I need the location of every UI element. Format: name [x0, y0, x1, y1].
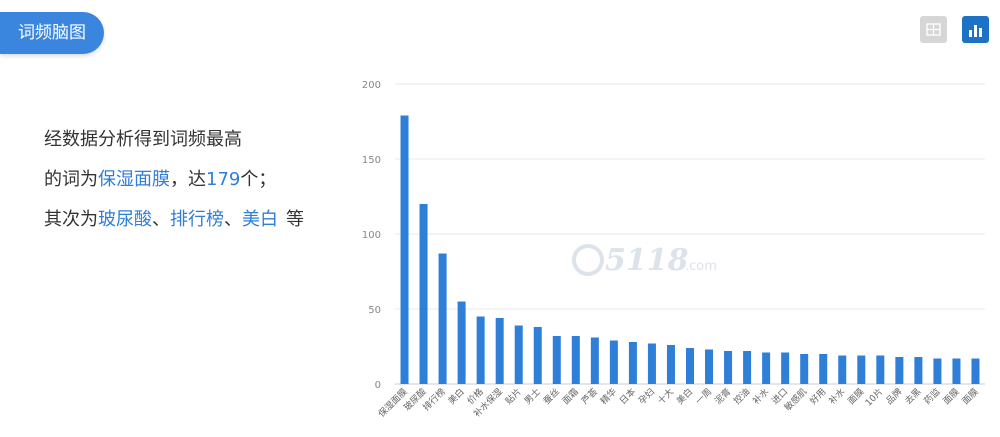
bar [533, 327, 542, 384]
bar [914, 357, 923, 384]
bar [419, 204, 428, 384]
x-tick-label: 贴片 [503, 386, 524, 407]
x-tick-label: 10片 [862, 386, 885, 409]
x-tick-label: 药监 [921, 386, 942, 407]
bar [647, 343, 656, 384]
table-view-icon [926, 23, 941, 36]
watermark-suffix: .com [685, 259, 717, 274]
y-tick-label: 100 [362, 230, 381, 241]
summary-line-1: 经数据分析得到词频最高 [44, 129, 242, 150]
bar [800, 354, 809, 384]
x-tick-label: 控油 [731, 386, 752, 407]
bar [705, 349, 714, 384]
x-tick-label: 日本 [617, 386, 638, 407]
bar [666, 345, 675, 384]
x-tick-label: 男士 [522, 386, 543, 407]
bar [762, 352, 771, 384]
y-tick-label: 0 [375, 380, 381, 391]
x-tick-label: 芦荟 [579, 386, 600, 407]
separator: 、 [224, 209, 242, 230]
bar [495, 318, 504, 384]
second-word-1: 玻尿酸 [98, 209, 152, 230]
x-tick-label: 精华 [598, 386, 619, 407]
bar [724, 351, 733, 384]
x-tick-label: 蚕丝 [541, 386, 562, 407]
bar [476, 316, 485, 384]
bar [781, 352, 790, 384]
x-tick-label: 好用 [807, 386, 828, 407]
bar [857, 355, 866, 384]
top-word: 保湿面膜 [98, 169, 170, 190]
x-tick-label: 面膜 [960, 386, 981, 407]
chart-view-button[interactable] [962, 16, 989, 43]
bar [743, 351, 752, 384]
bar [686, 348, 694, 384]
x-tick-label: 面霜 [560, 386, 581, 407]
bar [571, 336, 580, 384]
summary-prefix-2: 其次为 [44, 209, 98, 230]
x-tick-label: 孕妇 [636, 386, 657, 407]
bar [628, 342, 637, 384]
y-tick-label: 200 [362, 80, 381, 91]
x-tick-label: 泥膏 [712, 386, 733, 407]
summary-mid: ，达 [170, 169, 206, 190]
bar [819, 354, 828, 384]
bar [838, 355, 847, 384]
x-tick-label: 去黑 [902, 386, 923, 407]
bar [457, 301, 466, 384]
x-tick-label: 补水 [826, 386, 847, 407]
bar [933, 358, 942, 384]
separator: 、 [152, 209, 170, 230]
summary-prefix: 的词为 [44, 169, 98, 190]
bar [876, 355, 885, 384]
top-count: 179 [206, 169, 241, 190]
bar [552, 336, 561, 384]
bar [400, 115, 409, 384]
x-tick-label: 补水 [750, 386, 771, 407]
summary-line-2: 的词为保湿面膜，达179个； [44, 160, 344, 200]
bar [971, 358, 980, 384]
bar-chart-icon [969, 24, 982, 37]
summary-text: 经数据分析得到词频最高 的词为保湿面膜，达179个； 其次为玻尿酸、排行榜、美白… [44, 120, 344, 240]
summary-suffix: 个； [240, 169, 277, 190]
bar [952, 358, 961, 384]
x-tick-label: 面膜 [846, 386, 867, 407]
x-tick-label: 面膜 [941, 386, 962, 407]
page-title: 词频脑图 [0, 12, 104, 54]
table-view-button[interactable] [920, 16, 947, 43]
x-tick-label: 一周 [694, 386, 715, 407]
x-tick-label: 十大 [655, 386, 676, 407]
y-tick-label: 50 [368, 305, 381, 316]
y-tick-label: 150 [362, 155, 381, 166]
watermark-text: 5118 [605, 243, 689, 278]
bar [609, 340, 618, 384]
bar [590, 337, 599, 384]
x-tick-label: 品牌 [883, 386, 904, 407]
second-word-3: 美白 [242, 209, 278, 230]
summary-suffix-2: 等 [286, 209, 304, 230]
summary-line-3: 其次为玻尿酸、排行榜、美白等 [44, 200, 344, 240]
x-tick-label: 美白 [446, 386, 467, 407]
x-tick-label: 美白 [674, 386, 695, 407]
watermark-logo-icon [572, 244, 604, 276]
bar [895, 357, 904, 384]
second-word-2: 排行榜 [170, 209, 224, 230]
bar [514, 325, 523, 384]
bar [438, 253, 447, 384]
